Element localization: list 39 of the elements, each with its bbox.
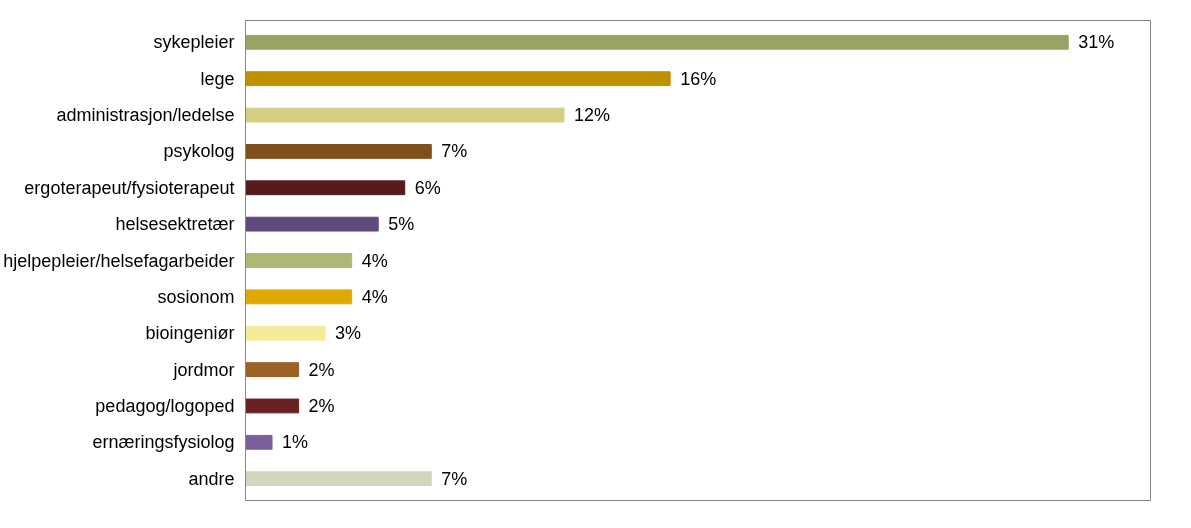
y-tick-label: bioingeniør bbox=[145, 323, 235, 344]
y-tick-label: jordmor bbox=[172, 359, 235, 380]
y-tick-label: pedagog/logoped bbox=[95, 395, 235, 416]
data-label: 4% bbox=[361, 286, 388, 307]
data-label: 5% bbox=[388, 214, 415, 235]
data-label: 12% bbox=[573, 105, 611, 126]
y-tick-label: hjelpepleier/helsefagarbeider bbox=[3, 250, 235, 271]
y-tick-label: psykolog bbox=[163, 141, 235, 162]
data-label: 4% bbox=[361, 250, 388, 271]
y-tick-label: ernæringsfysiolog bbox=[92, 432, 235, 453]
bar bbox=[245, 289, 353, 305]
bar bbox=[245, 398, 300, 414]
y-tick-label: lege bbox=[200, 68, 235, 89]
data-label: 2% bbox=[308, 395, 335, 416]
data-label: 1% bbox=[282, 432, 309, 453]
data-label: 6% bbox=[414, 177, 441, 198]
y-tick-label: helsesektretær bbox=[115, 214, 235, 235]
y-tick-label: sosionom bbox=[157, 286, 235, 307]
bar bbox=[245, 107, 565, 123]
bar bbox=[245, 144, 432, 159]
data-label: 7% bbox=[441, 141, 468, 162]
y-tick-label: administrasjon/ledelse bbox=[56, 105, 235, 126]
bar bbox=[245, 180, 406, 196]
bar bbox=[245, 216, 379, 232]
data-label: 2% bbox=[308, 359, 335, 380]
data-label: 3% bbox=[335, 323, 362, 344]
bar bbox=[245, 325, 326, 341]
bar bbox=[245, 253, 353, 268]
data-label: 16% bbox=[680, 68, 717, 89]
y-tick-label: ergoterapeut/fysioterapeut bbox=[24, 177, 235, 198]
bar bbox=[245, 71, 671, 87]
data-label: 31% bbox=[1078, 32, 1115, 53]
bar bbox=[245, 471, 432, 487]
y-tick-label: sykepleier bbox=[153, 32, 235, 53]
data-label: 7% bbox=[441, 468, 468, 489]
bar bbox=[245, 362, 300, 377]
bar bbox=[245, 34, 1069, 50]
bar bbox=[245, 434, 273, 450]
y-tick-label: andre bbox=[188, 468, 235, 489]
